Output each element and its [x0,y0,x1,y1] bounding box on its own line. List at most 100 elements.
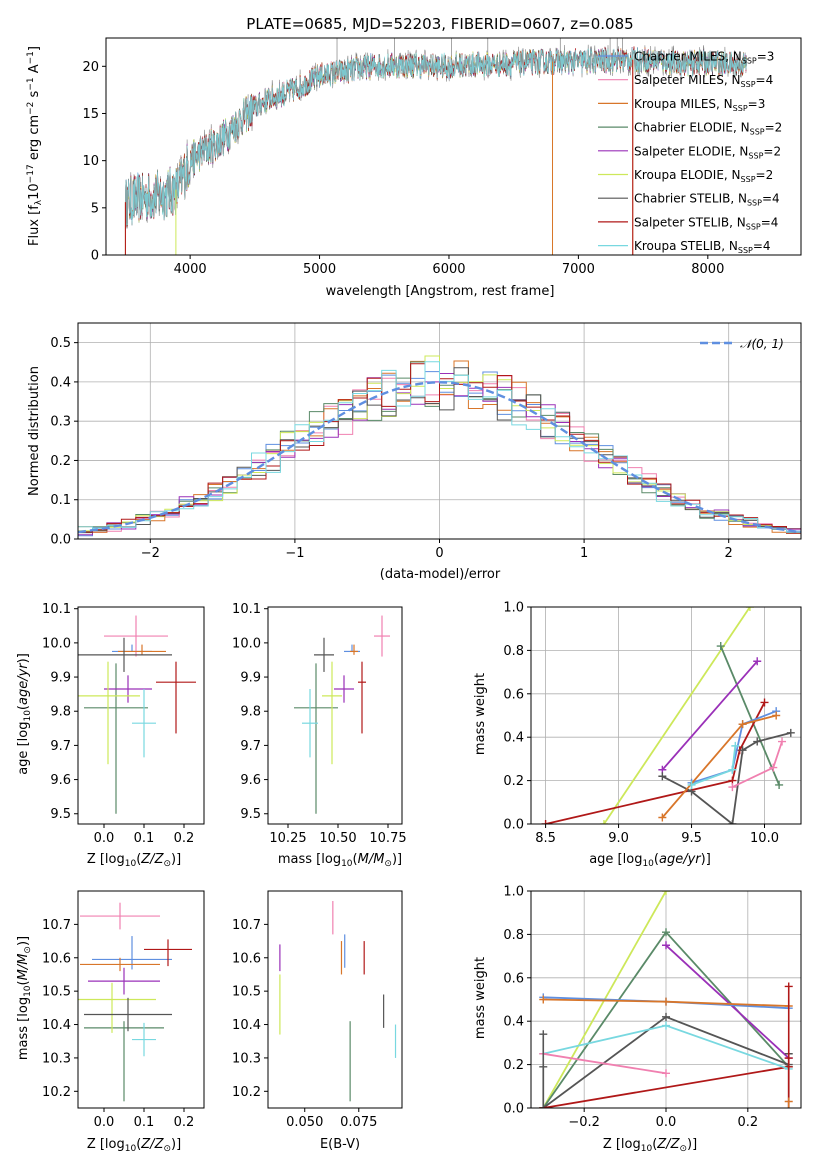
y-tick-label: 0.0 [503,1102,524,1117]
mass-weight-vs-metallicity-panel: Z [log10(Z/Z⊙)] mass weight −0.2 0.0 0.2 0.… [473,885,802,1154]
y-tick-label: 10.1 [232,602,261,617]
plot-area [279,901,397,1102]
x-axis-label: Z [log10(Z/Z⊙)] [87,1137,181,1154]
y-tick-label: 10.4 [42,1018,71,1033]
weight-marker [658,772,667,781]
y-tick-label: 10.1 [42,602,71,617]
y-tick-label: 9.5 [240,807,261,822]
weight-marker [662,1021,670,1030]
y-tick-label: 10.3 [232,1051,261,1066]
y-tick-label: 15 [82,107,99,122]
y-axis-label: age [log10(age/yr)] [16,653,33,775]
weight-marker [599,820,608,824]
x-tick-label: 0.2 [174,831,195,846]
legend-label: Chabrier STELIB, NSSP=4 [634,192,780,208]
x-tick-label: 4000 [174,262,207,277]
legend-label: 𝒩(0, 1) [740,337,784,351]
weight-line [543,1052,667,1075]
weight-marker [728,765,737,774]
plot-area [294,615,390,814]
axes-frame [77,890,205,1109]
x-tick-label: 0.2 [174,1115,195,1130]
weight-line [545,702,766,824]
y-tick-label: 0.0 [503,818,524,833]
weight-line [719,645,780,786]
axes-frame [267,606,403,825]
x-tick-label: 9.0 [608,831,629,846]
y-tick-label: 0.4 [50,375,71,390]
legend-label: Salpeter ELODIE, NSSP=2 [634,144,781,160]
mass-weight-vs-age-panel: age [log10(age/yr)] mass weight 8.5 9.0 9.… [473,601,802,869]
weight-line [665,944,790,1059]
weight-marker [769,763,778,772]
weight-marker [539,1030,548,1039]
weight-marker [541,820,550,824]
y-tick-label: 0.6 [503,971,524,986]
weight-marker [772,711,781,720]
y-tick-label: 10.7 [232,918,261,933]
weight-marker [728,820,737,824]
y-tick-label: 20 [82,60,99,75]
mass-vs-extinction-panel: E(B-V) 0.050 0.075 10.2 10.3 10.4 10.5 10.6 10.… [232,890,403,1152]
axes-frame [530,606,802,825]
weight-marker [753,737,762,746]
axes-frame [267,890,403,1109]
residual-histogram [78,361,801,533]
weight-line [691,745,737,786]
y-tick-label: 0.4 [503,731,524,746]
legend-label: Chabrier ELODIE, NSSP=2 [634,121,782,137]
weight-line [603,607,751,824]
y-tick-label: 9.5 [50,807,71,822]
y-tick-label: 0.1 [50,493,71,508]
legend-label: Kroupa MILES, NSSP=3 [634,97,765,113]
age-vs-mass-panel: mass [log10(M/M⊙)] 10.25 10.50 10.75 9.5 9.6… [232,602,407,869]
y-tick-label: 10.4 [232,1018,261,1033]
plot-area [539,891,793,1108]
model-spectrum [125,47,747,226]
y-tick-label: 1.0 [503,601,524,616]
mass-vs-metallicity-panel: Z [log10(Z/Z⊙)] mass [log10(M/M⊙)] 0.0 0.… [16,890,205,1154]
plot-area [78,355,801,537]
x-tick-label: 7000 [562,262,595,277]
y-tick-label: 0.8 [503,644,524,659]
y-tick-label: 10.7 [42,918,71,933]
x-tick-label: 8000 [691,262,724,277]
y-tick-label: 0.4 [503,1015,524,1030]
y-axis-label: mass weight [473,673,488,755]
weight-marker [662,891,670,895]
x-axis-label: E(B-V) [320,1137,360,1152]
weight-marker [716,642,725,651]
y-tick-label: 10.2 [42,1085,71,1100]
weight-marker [784,1054,793,1063]
weight-line [543,1065,789,1108]
y-tick-label: 9.6 [240,773,261,788]
x-tick-label: 0.075 [340,1115,377,1130]
y-tick-label: 0 [91,249,99,264]
y-axis-label: mass weight [473,957,488,1039]
age-vs-metallicity-panel: Z [log10(Z/Z⊙)] age [log10(age/yr)] 0.0 0… [16,602,205,869]
weight-marker [662,1069,670,1078]
x-tick-label: 0.1 [134,831,155,846]
weight-marker [775,780,784,789]
y-tick-label: 10.2 [232,1085,261,1100]
y-tick-label: 9.9 [240,671,261,686]
y-tick-label: 10.6 [232,951,261,966]
plot-area [124,38,747,255]
weight-marker [738,720,747,729]
chart-title: PLATE=0685, MJD=52203, FIBERID=0607, z=0… [246,15,633,33]
y-tick-label: 9.7 [240,739,261,754]
weight-marker [745,607,754,611]
x-tick-label: −0.2 [568,1115,600,1130]
y-tick-label: 1.0 [503,885,524,900]
axes-frame [105,37,802,256]
weight-line [661,714,777,819]
x-axis-label: Z [log10(Z/Z⊙)] [87,852,181,869]
x-tick-label: 10.50 [319,831,356,846]
residual-histogram [78,367,801,534]
y-axis-label: Normed distribution [27,366,42,496]
y-tick-label: 10.0 [42,636,71,651]
weight-marker [778,737,787,746]
x-tick-label: 8.5 [535,831,556,846]
weight-marker [731,741,740,750]
spectrum-panel: PLATE=0685, MJD=52203, FIBERID=0607, z=0… [26,15,802,299]
